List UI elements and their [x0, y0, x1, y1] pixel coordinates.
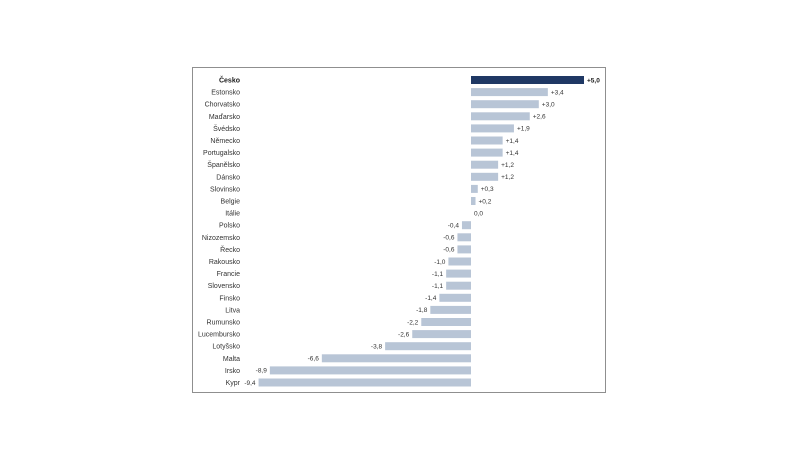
bar-finsko [439, 293, 471, 302]
value-label-lotyssko: -3,8 [371, 344, 383, 351]
bar-chorvatsko [471, 100, 539, 109]
bar-dansko [471, 172, 499, 181]
category-label-estonsko: Estonsko [211, 90, 240, 97]
bar-belgie [471, 197, 476, 205]
category-label-lucembursko: Lucembursko [198, 332, 240, 339]
value-label-dansko: +1,2 [501, 174, 514, 181]
bar-cesko [471, 76, 584, 84]
category-label-slovinsko: Slovinsko [210, 186, 240, 193]
category-label-rumunsko: Rumunsko [207, 320, 241, 327]
category-label-nizozemsko: Nizozemsko [202, 235, 240, 242]
bar-irsko [269, 366, 471, 375]
value-label-irsko: -8,9 [256, 368, 268, 375]
bar-svedsko [471, 124, 514, 133]
category-label-italie: Itálie [225, 211, 240, 218]
category-label-malta: Malta [223, 356, 240, 363]
bar-estonsko [471, 88, 548, 97]
bar-nemecko [471, 136, 503, 145]
value-label-recko: -0,6 [443, 247, 455, 254]
category-label-svedsko: Švédsko [213, 124, 240, 133]
value-label-kypr: -9,4 [244, 380, 256, 387]
value-label-lucembursko: -2,6 [398, 331, 410, 338]
bar-rumunsko [421, 318, 471, 326]
value-label-italie: 0,0 [474, 210, 483, 217]
value-label-rumunsko: -2,2 [407, 319, 419, 326]
value-label-malta: -6,6 [308, 356, 320, 363]
bar-recko [457, 245, 471, 254]
bar-lucembursko [412, 330, 471, 339]
bar-spanelsko [471, 160, 499, 169]
bar-polsko [461, 221, 471, 230]
value-label-francie: -1,1 [432, 271, 444, 278]
category-label-portugalsko: Portugalsko [203, 150, 240, 157]
value-label-litva: -1,8 [416, 307, 428, 314]
bar-portugalsko [471, 148, 503, 157]
value-label-estonsko: +3,4 [551, 89, 564, 96]
value-label-chorvatsko: +3,0 [542, 102, 555, 109]
category-label-irsko: Irsko [225, 368, 240, 375]
bar-chart: Česko +5,0 Estonsko +3,4 Chorvatsko +3,0 Maďar… [198, 76, 600, 388]
value-label-polsko: -0,4 [448, 223, 460, 230]
category-label-nemecko: Německo [210, 138, 240, 145]
value-label-svedsko: +1,9 [517, 126, 530, 133]
bar-madarsko [471, 112, 530, 121]
value-label-spanelsko: +1,2 [501, 162, 514, 169]
value-label-slovensko: -1,1 [432, 283, 444, 290]
bar-francie [446, 269, 471, 278]
bar-litva [430, 305, 471, 314]
category-label-belgie: Belgie [221, 199, 241, 206]
category-label-madarsko: Maďarsko [209, 114, 240, 121]
value-label-finsko: -1,4 [425, 295, 437, 302]
value-label-portugalsko: +1,4 [506, 150, 519, 157]
bar-slovensko [446, 281, 471, 290]
bar-lotyssko [385, 342, 471, 351]
category-label-chorvatsko: Chorvatsko [205, 102, 241, 109]
value-label-belgie: +0,2 [479, 198, 492, 205]
value-label-rakousko: -1,0 [434, 259, 446, 266]
category-label-spanelsko: Španělsko [207, 160, 240, 169]
category-label-slovensko: Slovensko [208, 283, 240, 290]
category-label-kypr: Kypr [226, 380, 241, 387]
value-label-cesko: +5,0 [587, 77, 600, 84]
value-label-madarsko: +2,6 [533, 114, 546, 121]
value-label-nizozemsko: -0,6 [443, 235, 455, 242]
bar-kypr [258, 378, 471, 387]
category-label-francie: Francie [217, 271, 240, 278]
category-label-cesko: Česko [219, 76, 240, 85]
value-label-slovinsko: +0,3 [481, 186, 494, 193]
category-label-dansko: Dánsko [216, 174, 240, 181]
chart-frame: Česko +5,0 Estonsko +3,4 Chorvatsko +3,0 Maďar… [192, 67, 606, 393]
bar-malta [321, 354, 471, 363]
category-label-lotyssko: Lotyšsko [212, 344, 240, 351]
bar-rakousko [448, 257, 471, 266]
category-label-polsko: Polsko [219, 223, 240, 230]
category-label-recko: Řecko [220, 245, 240, 254]
category-label-finsko: Finsko [219, 295, 240, 302]
bar-nizozemsko [457, 233, 471, 242]
category-label-rakousko: Rakousko [209, 259, 240, 266]
category-label-litva: Litva [225, 307, 240, 314]
bar-slovinsko [471, 184, 478, 193]
value-label-nemecko: +1,4 [506, 138, 519, 145]
